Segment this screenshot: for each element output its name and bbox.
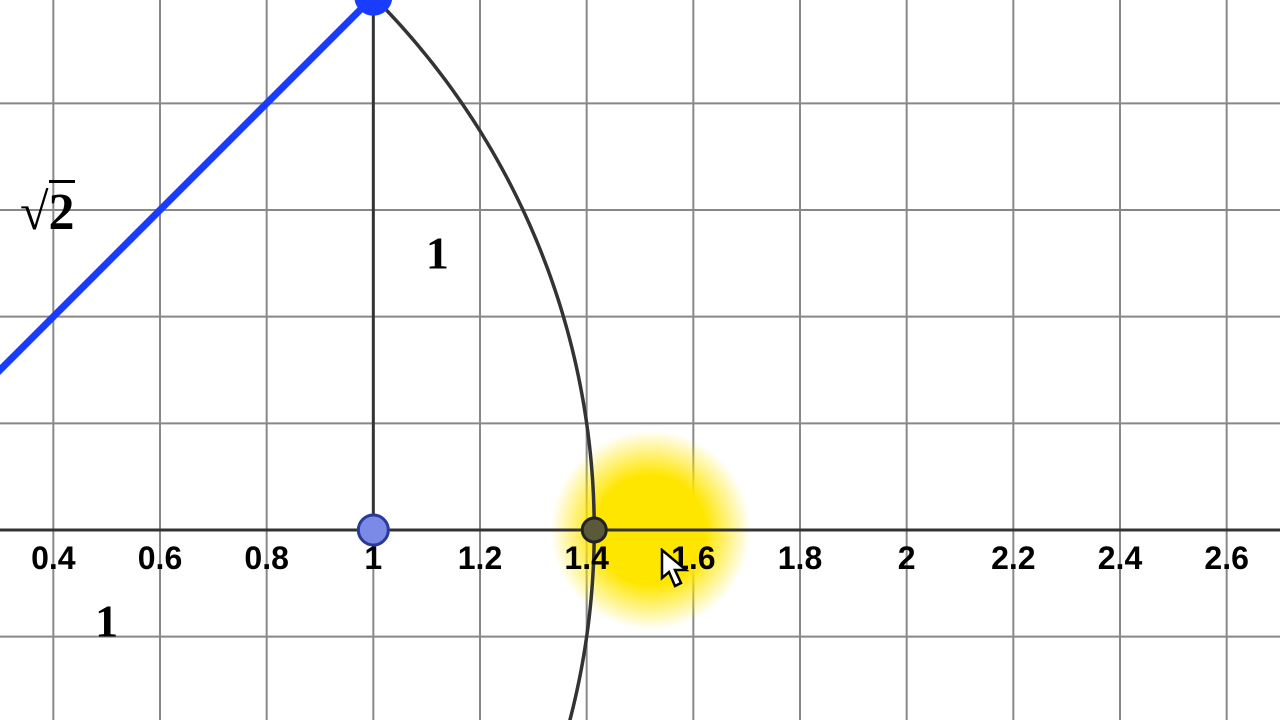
axis-tick-label: 2.4 xyxy=(1098,540,1142,577)
axis-tick-label: 2.2 xyxy=(991,540,1035,577)
axis-tick-label: 1 xyxy=(364,540,382,577)
axis-tick-label: 0.6 xyxy=(138,540,182,577)
axis-tick-label: 0.8 xyxy=(244,540,288,577)
axis-tick-label: 1.8 xyxy=(778,540,822,577)
label-side-length: 1 xyxy=(95,594,118,647)
compass-arc xyxy=(273,0,595,720)
axis-tick-label: 1.2 xyxy=(458,540,502,577)
label-sqrt2: √2 xyxy=(20,183,75,242)
axis-tick-label: 1.4 xyxy=(564,540,608,577)
axis-tick-label: 2.6 xyxy=(1204,540,1248,577)
axis-tick-label: 2 xyxy=(898,540,916,577)
axis-tick-label: 1.6 xyxy=(671,540,715,577)
geogebra-canvas[interactable]: 0.4 0.6 0.8 1 1.2 1.4 1.6 1.8 2 2.2 2.4 2.6 √2 1 1 xyxy=(0,0,1280,720)
point-sqrt2[interactable] xyxy=(582,518,606,542)
axis-tick-label: 0.4 xyxy=(31,540,75,577)
label-side-length: 1 xyxy=(426,226,449,279)
